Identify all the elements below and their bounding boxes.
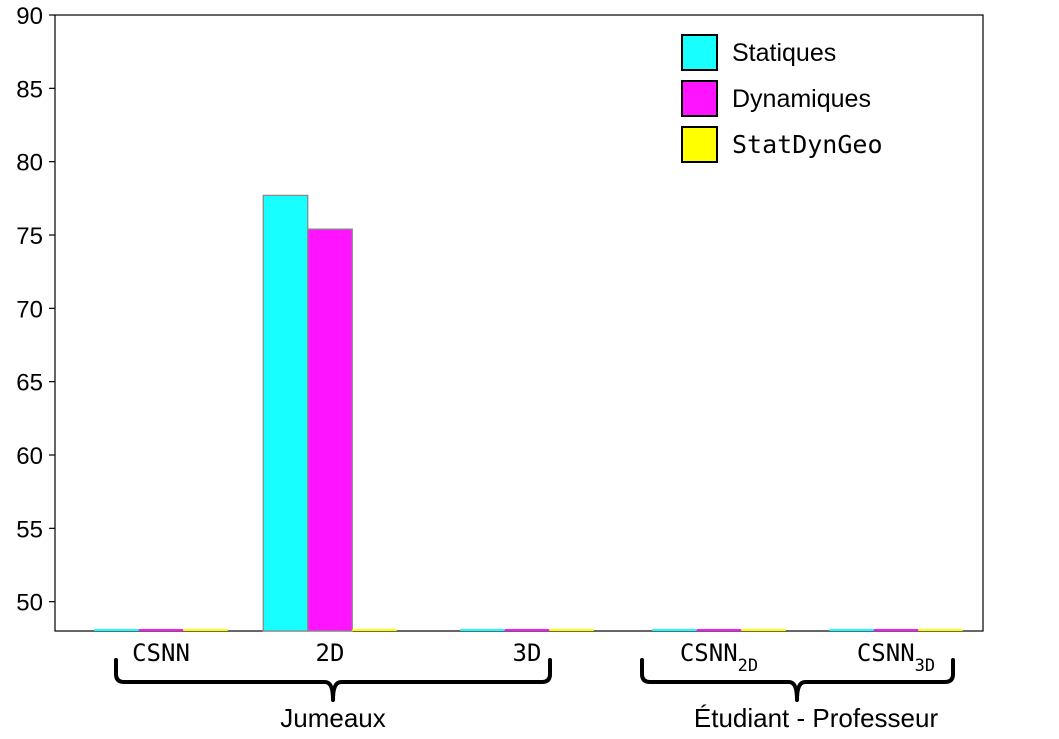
y-tick-label: 75 (16, 223, 43, 250)
category-groups: Jumeaux Étudiant - Professeur (114, 658, 955, 733)
legend-swatch (681, 126, 718, 163)
y-axis: 50 55 60 65 70 75 80 85 90 (16, 3, 55, 617)
x-tick-label: CSNN (132, 639, 190, 667)
y-tick-label: 85 (16, 76, 43, 103)
x-tick-label: CSNN2D (680, 639, 758, 676)
bar-baseline-stub (873, 629, 919, 631)
x-tick-subscript: 2D (738, 656, 758, 676)
bar-baseline-stub (504, 629, 550, 631)
bar-baseline-stub (549, 629, 594, 631)
group-brace (640, 658, 955, 702)
bar-baseline-stub (829, 629, 874, 631)
y-tick-label: 50 (16, 590, 43, 617)
y-tick-label: 55 (16, 516, 43, 543)
y-tick-label: 80 (16, 150, 43, 177)
bar-baseline-stub (652, 629, 697, 631)
group-brace (114, 658, 552, 702)
plot-area (54, 14, 984, 632)
legend-label: Dynamiques (732, 85, 871, 113)
bar (262, 194, 309, 632)
x-tick-subscript: 3D (915, 656, 935, 676)
x-tick-label: 3D (513, 639, 542, 667)
bars (94, 194, 963, 632)
bar-baseline-stub (741, 629, 786, 631)
group-label: Étudiant - Professeur (694, 703, 939, 733)
legend-swatch (681, 80, 718, 117)
y-tick-label: 60 (16, 443, 43, 470)
bar (307, 228, 353, 632)
bar-baseline-stub (918, 629, 963, 631)
x-tick-label: CSNN3D (857, 639, 935, 676)
legend-label: Statiques (732, 39, 836, 67)
y-tick-label: 90 (16, 3, 43, 30)
bar-baseline-stub (138, 629, 184, 631)
bar-baseline-stub (352, 629, 397, 631)
x-axis: CSNN 2D 3D CSNN2D CSNN3D (132, 639, 935, 676)
bar-baseline-stub (183, 629, 228, 631)
y-tick-label: 65 (16, 370, 43, 397)
group-label: Jumeaux (280, 703, 386, 733)
bar-baseline-stub (94, 629, 139, 631)
y-tick-label: 70 (16, 296, 43, 323)
bar-baseline-stub (460, 629, 505, 631)
bar-baseline-stub (696, 629, 742, 631)
legend: Statiques Dynamiques StatDynGeo (681, 34, 883, 163)
legend-swatch (681, 34, 718, 71)
legend-label: StatDynGeo (732, 130, 883, 159)
x-tick-label: 2D (316, 639, 345, 667)
